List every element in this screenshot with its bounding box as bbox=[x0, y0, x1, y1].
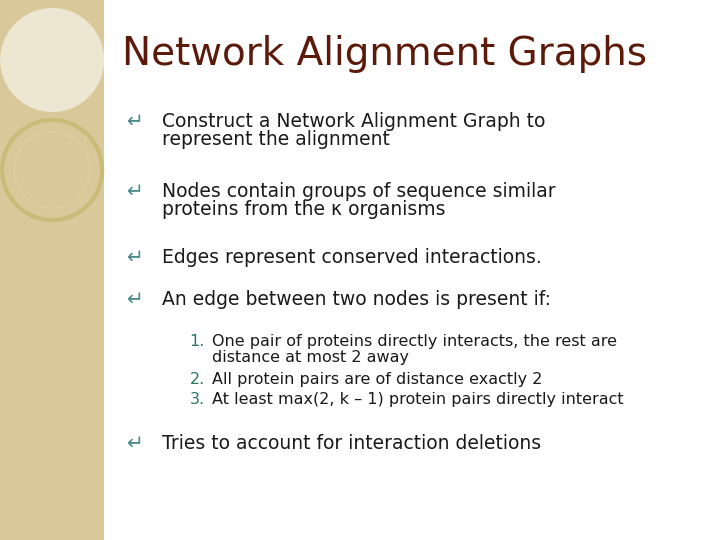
Text: distance at most 2 away: distance at most 2 away bbox=[212, 350, 410, 365]
Text: 3.: 3. bbox=[189, 392, 204, 407]
Text: represent the alignment: represent the alignment bbox=[163, 130, 390, 149]
Text: Network Alignment Graphs: Network Alignment Graphs bbox=[122, 35, 647, 73]
Text: ↵: ↵ bbox=[127, 248, 143, 267]
Text: At least max(2, k – 1) protein pairs directly interact: At least max(2, k – 1) protein pairs dir… bbox=[212, 392, 624, 407]
Text: ↵: ↵ bbox=[127, 290, 143, 309]
Text: All protein pairs are of distance exactly 2: All protein pairs are of distance exactl… bbox=[212, 372, 543, 387]
Text: ↵: ↵ bbox=[127, 434, 143, 453]
Text: Edges represent conserved interactions.: Edges represent conserved interactions. bbox=[163, 248, 542, 267]
Text: Nodes contain groups of sequence similar: Nodes contain groups of sequence similar bbox=[163, 182, 556, 201]
Text: proteins from the κ organisms: proteins from the κ organisms bbox=[163, 200, 446, 219]
Text: Tries to account for interaction deletions: Tries to account for interaction deletio… bbox=[163, 434, 541, 453]
Bar bbox=[0, 0, 104, 540]
Circle shape bbox=[0, 8, 104, 112]
Text: ↵: ↵ bbox=[127, 112, 143, 131]
Text: ↵: ↵ bbox=[127, 182, 143, 201]
Text: An edge between two nodes is present if:: An edge between two nodes is present if: bbox=[163, 290, 552, 309]
Text: 1.: 1. bbox=[189, 334, 204, 349]
Text: 2.: 2. bbox=[189, 372, 204, 387]
Text: Construct a Network Alignment Graph to: Construct a Network Alignment Graph to bbox=[163, 112, 546, 131]
Text: One pair of proteins directly interacts, the rest are: One pair of proteins directly interacts,… bbox=[212, 334, 618, 349]
